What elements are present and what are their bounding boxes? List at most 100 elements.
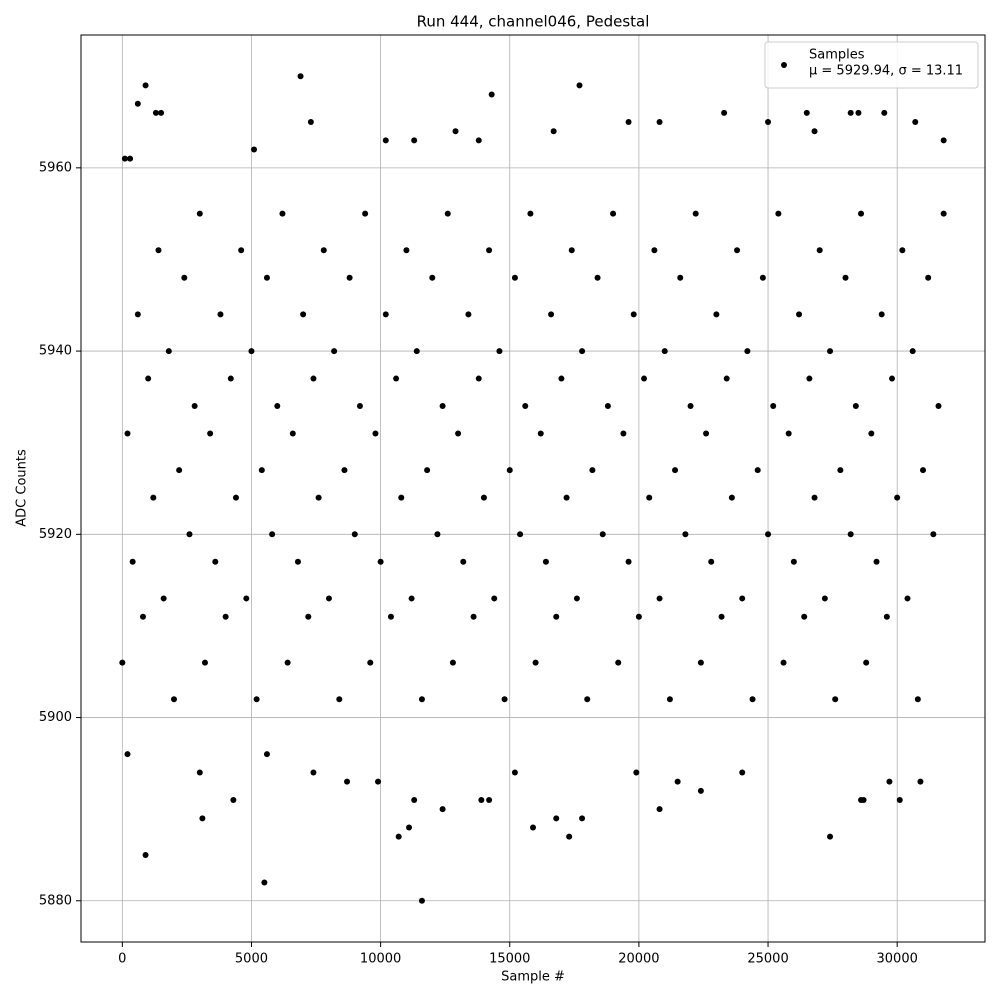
data-point xyxy=(217,311,224,318)
data-point xyxy=(351,531,358,538)
points xyxy=(119,73,947,904)
data-point xyxy=(315,494,322,501)
data-point xyxy=(403,247,410,254)
data-point xyxy=(134,100,141,107)
data-point xyxy=(449,659,456,666)
data-point xyxy=(284,659,291,666)
data-point xyxy=(511,274,518,281)
data-point xyxy=(728,494,735,501)
data-point xyxy=(873,558,880,565)
data-point xyxy=(909,348,916,355)
data-point xyxy=(832,696,839,703)
data-point xyxy=(155,247,162,254)
data-point xyxy=(589,467,596,474)
data-point xyxy=(697,659,704,666)
data-point xyxy=(827,833,834,840)
data-point xyxy=(721,109,728,116)
data-point xyxy=(886,778,893,785)
data-point xyxy=(375,778,382,785)
data-point xyxy=(573,595,580,602)
data-point xyxy=(429,274,436,281)
data-point xyxy=(196,210,203,217)
data-point xyxy=(496,348,503,355)
data-point xyxy=(413,348,420,355)
data-point xyxy=(263,274,270,281)
data-point xyxy=(858,210,865,217)
data-point xyxy=(723,375,730,382)
data-point xyxy=(269,531,276,538)
data-point xyxy=(134,311,141,318)
data-point xyxy=(501,696,508,703)
data-point xyxy=(274,403,281,410)
data-point xyxy=(708,558,715,565)
data-point xyxy=(904,595,911,602)
data-point xyxy=(346,274,353,281)
data-point xyxy=(486,796,493,803)
data-point xyxy=(811,494,818,501)
data-point xyxy=(305,613,312,620)
data-point xyxy=(579,815,586,822)
grid xyxy=(81,35,985,942)
data-point xyxy=(356,403,363,410)
data-point xyxy=(230,796,237,803)
data-point xyxy=(860,796,867,803)
data-point xyxy=(377,558,384,565)
data-point xyxy=(527,210,534,217)
legend-box xyxy=(764,41,979,89)
data-point xyxy=(480,494,487,501)
data-point xyxy=(920,467,927,474)
data-point xyxy=(553,613,560,620)
data-point xyxy=(382,311,389,318)
data-point xyxy=(395,833,402,840)
y-tick-label: 5920 xyxy=(39,527,72,542)
data-point xyxy=(796,311,803,318)
data-point xyxy=(129,558,136,565)
data-point xyxy=(145,375,152,382)
data-point xyxy=(121,155,128,162)
data-point xyxy=(367,659,374,666)
data-point xyxy=(687,403,694,410)
data-point xyxy=(674,778,681,785)
data-point xyxy=(917,778,924,785)
data-point xyxy=(150,494,157,501)
plot-frame xyxy=(80,34,986,943)
data-point xyxy=(878,311,885,318)
data-point xyxy=(411,137,418,144)
legend-label: Samples xyxy=(809,48,865,63)
data-point xyxy=(912,119,919,126)
data-point xyxy=(248,348,255,355)
data-point xyxy=(899,247,906,254)
data-point xyxy=(651,247,658,254)
data-point xyxy=(289,430,296,437)
data-point xyxy=(672,467,679,474)
data-point xyxy=(718,613,725,620)
data-point xyxy=(563,494,570,501)
data-point xyxy=(434,531,441,538)
data-point xyxy=(222,613,229,620)
data-point xyxy=(914,696,921,703)
data-point xyxy=(325,595,332,602)
data-point xyxy=(393,375,400,382)
data-point xyxy=(382,137,389,144)
data-point xyxy=(488,91,495,98)
data-point xyxy=(212,558,219,565)
data-point xyxy=(201,659,208,666)
data-point xyxy=(759,274,766,281)
data-point xyxy=(444,210,451,217)
data-point xyxy=(341,467,348,474)
data-point xyxy=(251,146,258,153)
data-point xyxy=(158,109,165,116)
data-point xyxy=(615,659,622,666)
data-point xyxy=(656,119,663,126)
data-point xyxy=(124,430,131,437)
data-point xyxy=(630,311,637,318)
data-point xyxy=(506,467,513,474)
data-point xyxy=(387,613,394,620)
data-point xyxy=(181,274,188,281)
data-point xyxy=(925,274,932,281)
data-point xyxy=(801,613,808,620)
data-point xyxy=(816,247,823,254)
data-point xyxy=(847,109,854,116)
data-point xyxy=(310,769,317,776)
